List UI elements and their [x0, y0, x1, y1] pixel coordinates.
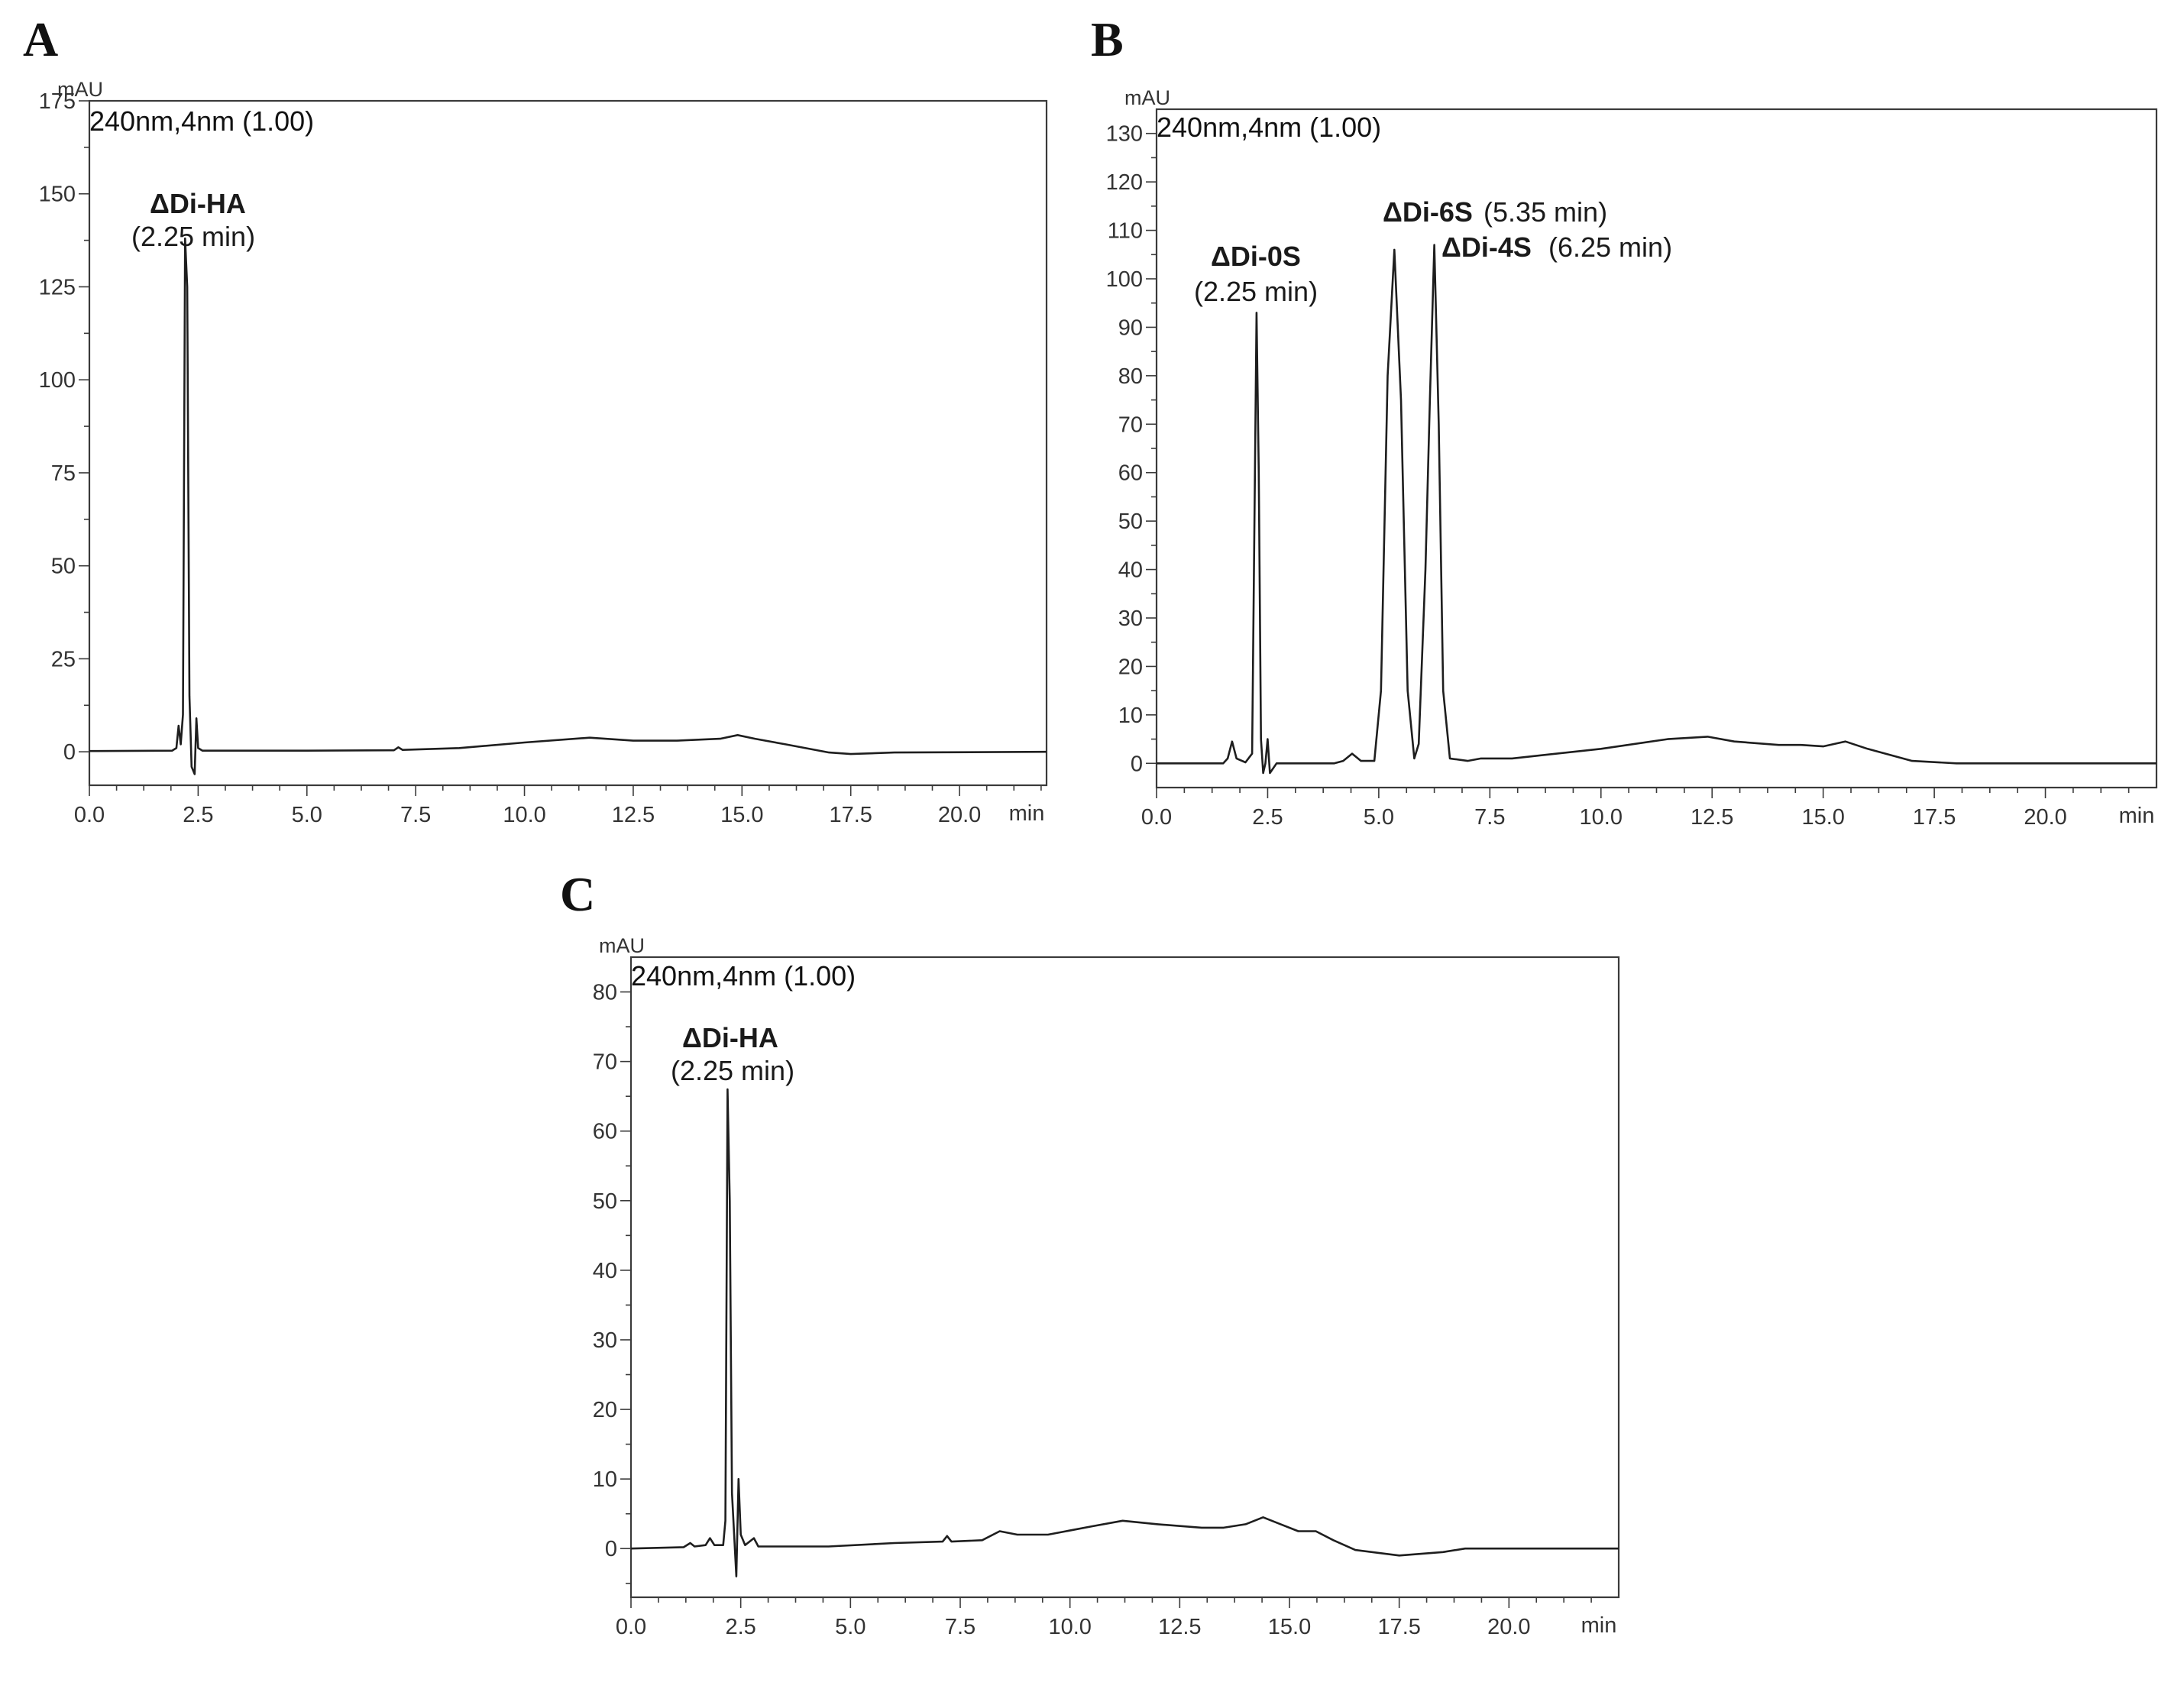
- y-tick-label: 150: [39, 183, 76, 207]
- y-tick-label: 70: [1118, 412, 1143, 437]
- panel-b: B 0 10 20 30 40 50 60 70 80 90 100 110 120 130 mAU 0.0 2.…: [1091, 12, 2158, 830]
- y-tick-label: 20: [593, 1398, 617, 1422]
- x-axis: 0.0 2.5 5.0 7.5 10.0 12.5 15.0 17.5 20.0: [74, 785, 1042, 827]
- x-axis: 0.0 2.5 5.0 7.5 10.0 12.5 15.0 17.5 20.0: [616, 1597, 1592, 1639]
- panel-letter: C: [560, 867, 595, 921]
- x-tick-label: 7.5: [1474, 805, 1505, 830]
- x-unit-label: min: [1581, 1613, 1617, 1638]
- peak-time-label: (5.35 min): [1484, 196, 1607, 228]
- y-axis: 0 10 20 30 40 50 60 70 80 90 100 110 120 130: [1106, 122, 1157, 776]
- y-axis: 0 25 50 75 100 125 150 175: [39, 89, 89, 765]
- peak-name-label: ΔDi-HA: [150, 188, 246, 219]
- x-tick-label: 15.0: [720, 803, 763, 827]
- channel-label: 240nm,4nm (1.00): [1157, 112, 1381, 143]
- x-tick-label: 2.5: [183, 803, 213, 827]
- x-tick-label: 10.0: [1048, 1615, 1091, 1639]
- x-tick-label: 20.0: [938, 803, 981, 827]
- chromatogram-trace: [630, 1088, 1619, 1577]
- x-tick-label: 20.0: [2024, 805, 2066, 830]
- plot-frame: [88, 99, 1048, 787]
- x-tick-label: 20.0: [1487, 1615, 1530, 1639]
- y-tick-label: 60: [1118, 461, 1143, 486]
- y-tick-label: 30: [593, 1328, 617, 1353]
- y-axis: 0 10 20 30 40 50 60 70 80: [593, 981, 631, 1584]
- x-tick-label: 10.0: [503, 803, 545, 827]
- x-tick-label: 17.5: [1913, 805, 1956, 830]
- peak-time-label: (2.25 min): [671, 1055, 794, 1086]
- x-tick-label: 5.0: [292, 803, 322, 827]
- peak-name-label: ΔDi-4S: [1441, 231, 1532, 263]
- peak-name-label: ΔDi-0S: [1211, 241, 1301, 272]
- y-tick-label: 50: [593, 1189, 617, 1214]
- y-tick-label: 10: [593, 1467, 617, 1492]
- x-tick-label: 0.0: [74, 803, 105, 827]
- channel-label: 240nm,4nm (1.00): [89, 105, 314, 137]
- panel-letter: B: [1091, 12, 1124, 66]
- y-tick-label: 80: [593, 981, 617, 1005]
- x-tick-label: 10.0: [1580, 805, 1623, 830]
- peak-name-label: ΔDi-HA: [682, 1022, 778, 1053]
- chromatogram-trace: [1157, 244, 2156, 775]
- x-tick-label: 15.0: [1268, 1615, 1311, 1639]
- plot-frame: [1155, 108, 2158, 789]
- y-tick-label: 60: [593, 1120, 617, 1144]
- y-tick-label: 80: [1118, 364, 1143, 389]
- peak-time-label: (2.25 min): [131, 221, 255, 252]
- chromatogram-trace: [89, 237, 1047, 775]
- y-tick-label: 20: [1118, 655, 1143, 679]
- y-tick-label: 50: [1118, 510, 1143, 534]
- peak-name-label: ΔDi-6S: [1383, 196, 1473, 228]
- x-tick-label: 15.0: [1801, 805, 1844, 830]
- y-tick-label: 175: [39, 89, 76, 114]
- y-tick-label: 110: [1108, 219, 1143, 244]
- y-tick-label: 90: [1118, 315, 1143, 340]
- x-tick-label: 0.0: [616, 1615, 646, 1639]
- x-tick-label: 12.5: [1691, 805, 1733, 830]
- x-axis: 0.0 2.5 5.0 7.5 10.0 12.5 15.0 17.5 20.0: [1141, 788, 2130, 830]
- y-tick-label: 10: [1118, 704, 1143, 728]
- x-tick-label: 17.5: [1377, 1615, 1420, 1639]
- panel-letter: A: [23, 12, 58, 66]
- y-tick-label: 40: [1118, 558, 1143, 583]
- y-tick-label: 0: [605, 1537, 617, 1561]
- x-tick-label: 7.5: [945, 1615, 976, 1639]
- y-unit-label: mAU: [1124, 86, 1170, 109]
- x-tick-label: 0.0: [1141, 805, 1172, 830]
- y-tick-label: 25: [51, 647, 76, 671]
- x-unit-label: min: [2119, 804, 2155, 828]
- y-tick-label: 0: [63, 740, 76, 765]
- x-tick-label: 12.5: [612, 803, 655, 827]
- y-tick-label: 120: [1106, 170, 1143, 195]
- y-tick-label: 75: [51, 461, 76, 486]
- x-unit-label: min: [1009, 801, 1045, 826]
- y-tick-label: 30: [1118, 607, 1143, 631]
- panel-c: C 0 10 20 30 40 50 60 70 80 mAU 0.0 2.5 5.0 7.5 10.0 12.…: [560, 867, 1620, 1639]
- y-tick-label: 50: [51, 555, 76, 579]
- x-tick-label: 12.5: [1158, 1615, 1201, 1639]
- peak-time-label: (6.25 min): [1548, 231, 1672, 263]
- y-tick-label: 40: [593, 1259, 617, 1283]
- plot-frame: [629, 956, 1620, 1599]
- peak-time-label: (2.25 min): [1194, 276, 1318, 307]
- x-tick-label: 7.5: [400, 803, 431, 827]
- x-tick-label: 5.0: [1364, 805, 1394, 830]
- x-tick-label: 2.5: [1252, 805, 1283, 830]
- y-tick-label: 125: [39, 275, 76, 299]
- y-unit-label: mAU: [599, 934, 645, 957]
- x-tick-label: 17.5: [829, 803, 872, 827]
- channel-label: 240nm,4nm (1.00): [631, 960, 856, 992]
- x-tick-label: 5.0: [835, 1615, 866, 1639]
- y-unit-label: mAU: [57, 78, 103, 101]
- y-tick-label: 130: [1106, 122, 1143, 147]
- y-tick-label: 100: [39, 368, 76, 393]
- y-tick-label: 70: [593, 1050, 617, 1075]
- y-tick-label: 0: [1131, 752, 1143, 776]
- x-tick-label: 2.5: [726, 1615, 756, 1639]
- y-tick-label: 100: [1106, 267, 1143, 292]
